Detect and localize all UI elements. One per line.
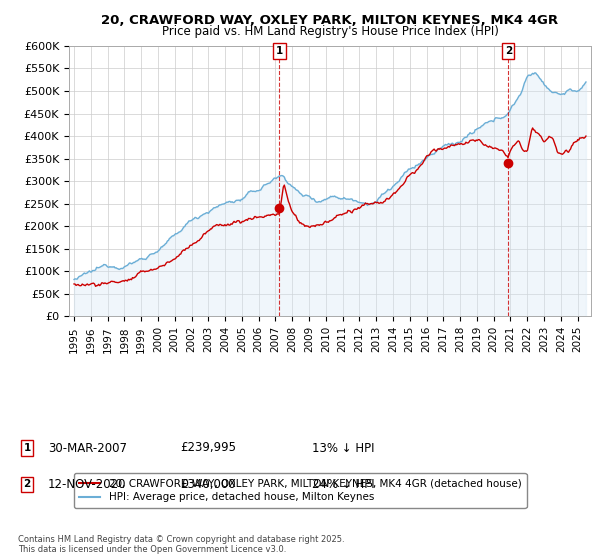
- Text: £239,995: £239,995: [180, 441, 236, 455]
- Text: 24% ↓ HPI: 24% ↓ HPI: [312, 478, 374, 491]
- Text: 12-NOV-2020: 12-NOV-2020: [48, 478, 127, 491]
- Text: 2: 2: [23, 479, 31, 489]
- Text: £340,000: £340,000: [180, 478, 236, 491]
- Text: Contains HM Land Registry data © Crown copyright and database right 2025.
This d: Contains HM Land Registry data © Crown c…: [18, 535, 344, 554]
- Text: 13% ↓ HPI: 13% ↓ HPI: [312, 441, 374, 455]
- Text: Price paid vs. HM Land Registry's House Price Index (HPI): Price paid vs. HM Land Registry's House …: [161, 25, 499, 38]
- Text: 30-MAR-2007: 30-MAR-2007: [48, 441, 127, 455]
- Text: 1: 1: [23, 443, 31, 453]
- Text: 20, CRAWFORD WAY, OXLEY PARK, MILTON KEYNES, MK4 4GR: 20, CRAWFORD WAY, OXLEY PARK, MILTON KEY…: [101, 14, 559, 27]
- Text: 2: 2: [505, 46, 512, 56]
- Text: 1: 1: [276, 46, 283, 56]
- Legend: 20, CRAWFORD WAY, OXLEY PARK, MILTON KEYNES, MK4 4GR (detached house), HPI: Aver: 20, CRAWFORD WAY, OXLEY PARK, MILTON KEY…: [74, 473, 527, 508]
